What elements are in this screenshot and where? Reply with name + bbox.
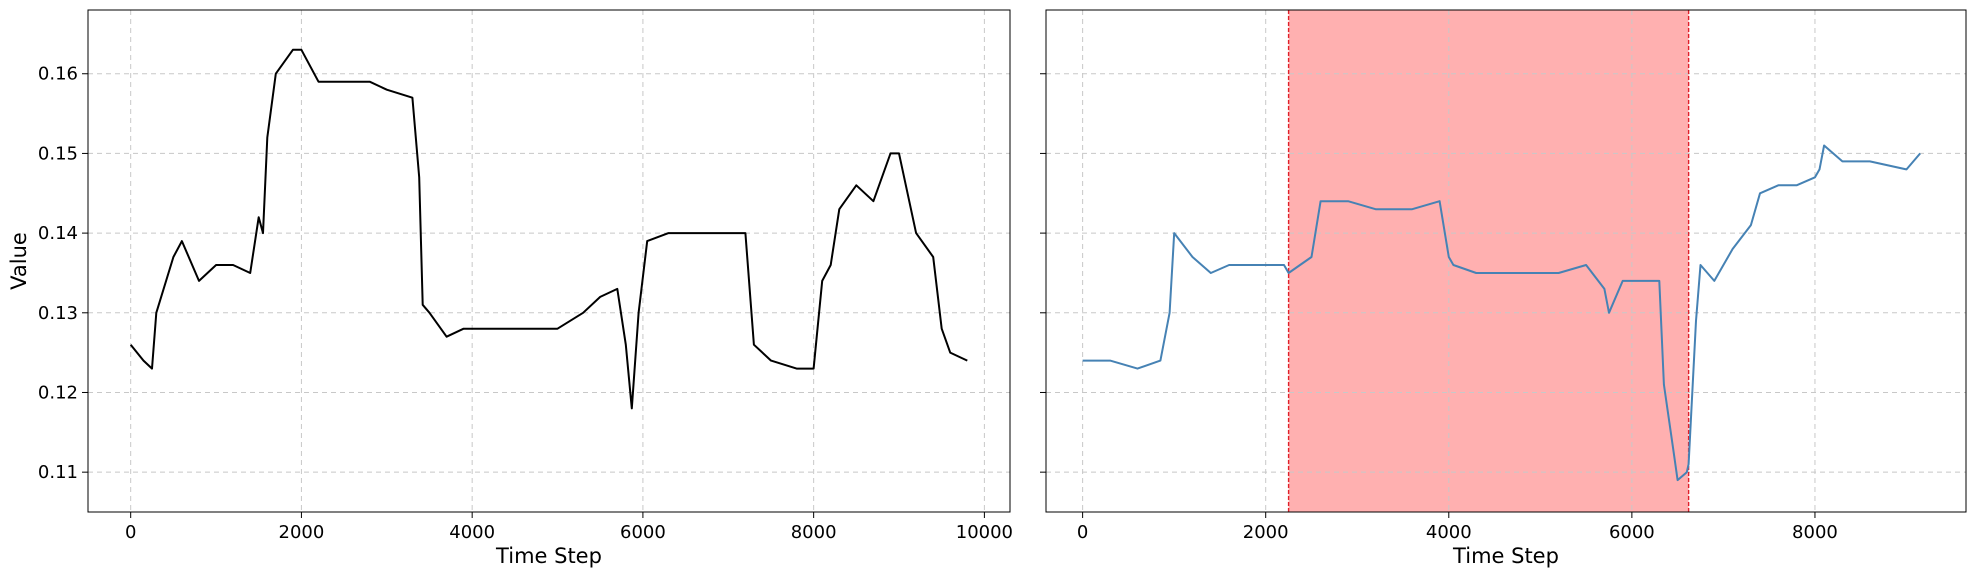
series-line (129, 48, 968, 410)
x-axis-label: Time Step (495, 544, 602, 568)
y-tick-label: 0.13 (38, 303, 78, 324)
x-tick-label: 0 (1077, 522, 1088, 543)
y-tick-label: 0.15 (38, 143, 78, 164)
y-tick-label: 0.14 (38, 223, 78, 244)
y-axis-label: Value (7, 232, 31, 290)
x-tick-label: 0 (125, 522, 136, 543)
x-tick-label: 6000 (620, 522, 666, 543)
y-tick-label: 0.11 (38, 462, 78, 483)
x-tick-label: 4000 (1426, 522, 1472, 543)
series-line (1082, 144, 1921, 482)
y-tick-label: 0.16 (38, 64, 78, 85)
x-tick-label: 6000 (1609, 522, 1655, 543)
chart-panel-right: 0 2000 4000 6000 8000 Time Step (1040, 9, 1967, 568)
x-tick-label: 4000 (449, 522, 495, 543)
x-axis-label: Time Step (1452, 544, 1559, 568)
x-tick-label: 8000 (791, 522, 837, 543)
x-tick-label: 2000 (279, 522, 325, 543)
axes-frame (87, 9, 1011, 513)
y-tick-label: 0.12 (38, 382, 78, 403)
x-tick-label: 2000 (1243, 522, 1289, 543)
x-tick-label: 8000 (1792, 522, 1838, 543)
axes-frame (1045, 9, 1967, 513)
highlight-region (1288, 10, 1689, 512)
x-tick-label: 10000 (956, 522, 1013, 543)
chart-panel-left: 0 2000 4000 6000 8000 10000 0.11 0.12 0.13 0.14 0.… (7, 9, 1013, 568)
